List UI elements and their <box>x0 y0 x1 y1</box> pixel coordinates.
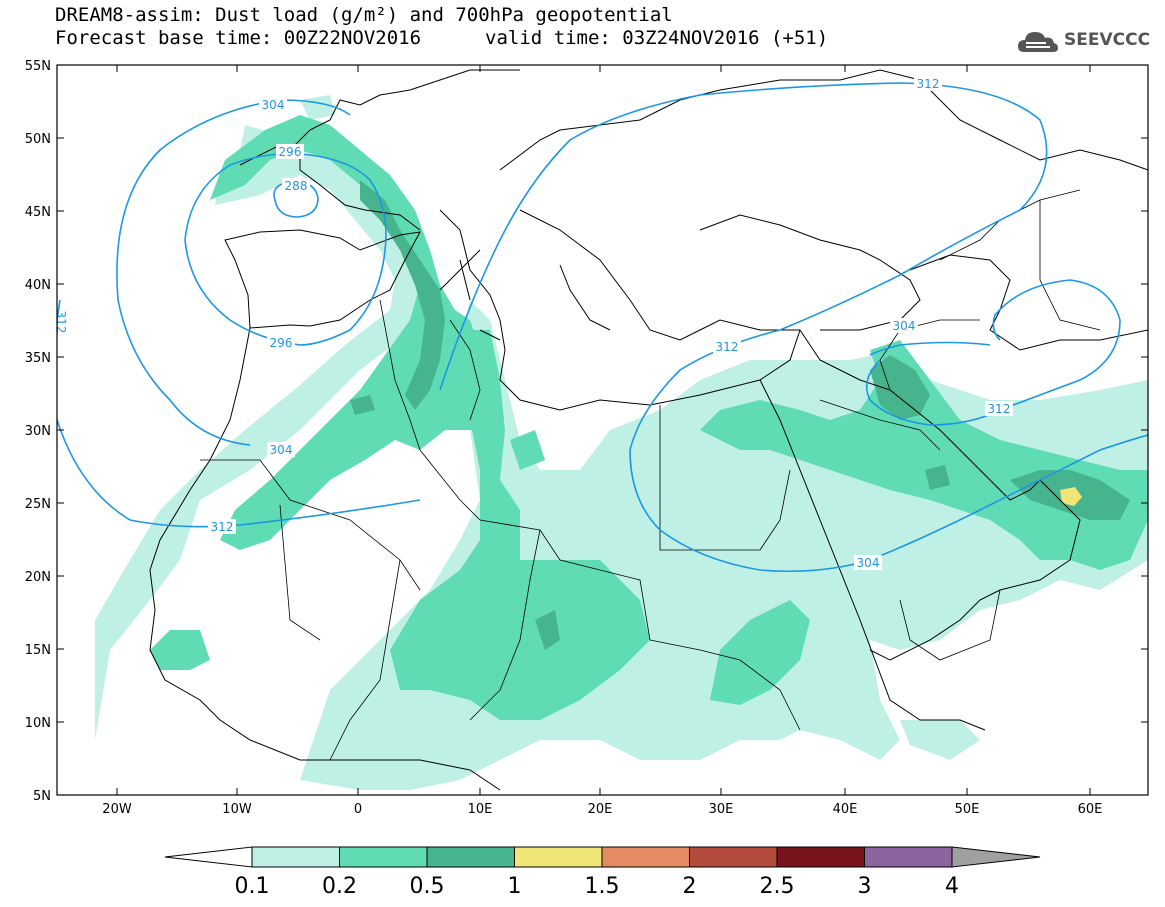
colorbar-tick-label: 1 <box>508 874 522 899</box>
lat-label: 30N <box>25 424 51 439</box>
colorbar-segment <box>251 846 340 868</box>
contour-label: 312 <box>988 402 1011 416</box>
contour-label-box <box>890 318 918 333</box>
lon-label: 40E <box>833 802 858 817</box>
contour-label: 312 <box>54 311 68 334</box>
contour-label: 304 <box>857 556 880 570</box>
lon-label: 0 <box>354 802 362 817</box>
lat-label: 15N <box>25 643 51 658</box>
colorbar-segment <box>601 846 690 868</box>
lon-label: 20E <box>588 802 613 817</box>
forecast-time-line: Forecast base time: 00Z22NOV2016 valid ti… <box>55 27 828 49</box>
colorbar-segment <box>426 846 515 868</box>
longitude-labels: 20W 10W 0 10E 20E 30E 40E 50E 60E <box>102 65 1102 817</box>
lon-label: 20W <box>102 802 132 817</box>
colorbar-tick-label: 0.2 <box>322 874 357 899</box>
contour-label-box <box>259 97 287 112</box>
contour-label: 312 <box>211 520 234 534</box>
colorbar-segment <box>689 846 778 868</box>
dust-level-1 <box>1060 487 1082 506</box>
contour-label: 312 <box>716 340 739 354</box>
lat-label: 50N <box>25 132 51 147</box>
contour-label-box <box>208 519 236 534</box>
contour-label-box <box>914 76 942 91</box>
contour-label: 304 <box>262 98 285 112</box>
seevccc-logo: SEEVCCC <box>1016 26 1156 58</box>
contour-label-box <box>282 178 310 193</box>
lat-label: 20N <box>25 570 51 585</box>
colorbar-segment <box>864 846 953 868</box>
colorbar-tick-label: 0.5 <box>410 874 445 899</box>
cloud-icon <box>1018 32 1058 52</box>
lon-label: 60E <box>1078 802 1103 817</box>
colorbar-tick-label: 4 <box>945 874 959 899</box>
lat-label: 55N <box>25 59 51 74</box>
contour-label-box <box>267 335 295 350</box>
contour-label: 304 <box>270 443 293 457</box>
colorbar-segment <box>339 846 428 868</box>
lat-label: 5N <box>33 789 51 804</box>
colorbar-segment <box>514 846 603 868</box>
contour-label: 304 <box>893 319 916 333</box>
lat-label: 25N <box>25 497 51 512</box>
colorbar-over-triangle <box>951 846 1041 868</box>
colorbar-tick-label: 2 <box>683 874 697 899</box>
lat-label: 40N <box>25 278 51 293</box>
contour-label: 296 <box>279 145 302 159</box>
lat-label: 35N <box>25 351 51 366</box>
dust-level-0.2 <box>150 115 1148 720</box>
lon-label: 50E <box>955 802 980 817</box>
logo-text: SEEVCCC <box>1064 30 1151 50</box>
lon-label: 10W <box>222 802 252 817</box>
base-time: Forecast base time: 00Z22NOV2016 <box>55 27 422 49</box>
colorbar-segment <box>776 846 865 868</box>
lat-label: 45N <box>25 205 51 220</box>
latitude-labels: 55N 50N 45N 40N 35N 30N 25N 20N 15N 10N 5N <box>25 59 1148 804</box>
contour-label: 288 <box>285 179 308 193</box>
contour-label-box <box>854 555 882 570</box>
contour-label-box <box>276 144 304 159</box>
colorbar-under-triangle <box>164 846 253 868</box>
colorbar-tick-label: 2.5 <box>760 874 795 899</box>
map-title: DREAM8-assim: Dust load (g/m²) and 700hP… <box>55 4 673 26</box>
contour-label-box <box>713 339 741 354</box>
contour-label: 296 <box>270 336 293 350</box>
lon-label: 10E <box>468 802 493 817</box>
colorbar-tick-label: 1.5 <box>585 874 620 899</box>
contour-label-box <box>267 442 295 457</box>
colorbar-tick-label: 3 <box>858 874 872 899</box>
valid-time: valid time: 03Z24NOV2016 (+51) <box>485 27 829 49</box>
lon-label: 30E <box>709 802 734 817</box>
lat-label: 10N <box>25 716 51 731</box>
colorbar-tick-label: 0.1 <box>235 874 270 899</box>
colorbar: 0.1 0.2 0.5 1 1.5 2 2.5 3 4 <box>164 846 1041 899</box>
contour-label: 312 <box>917 77 940 91</box>
contour-label-box <box>985 401 1013 416</box>
